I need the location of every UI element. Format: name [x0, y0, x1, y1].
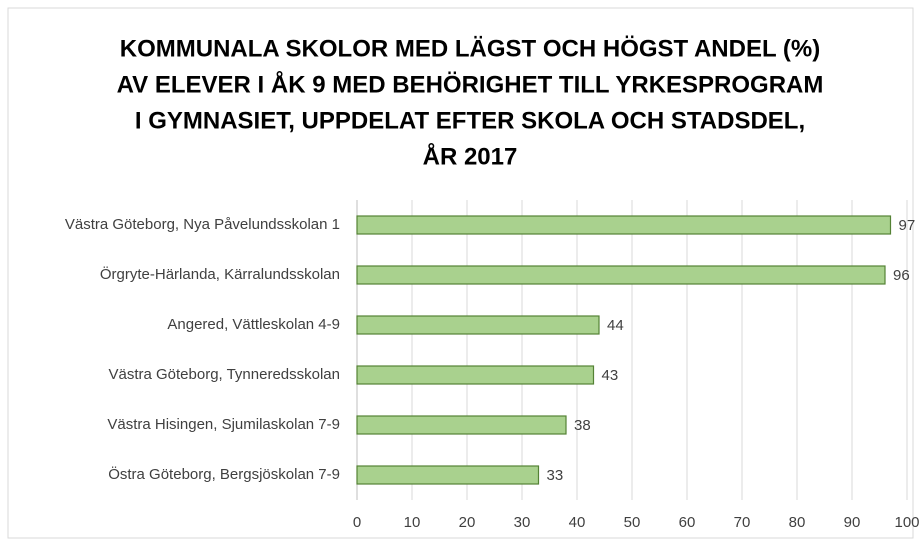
- x-tick-label: 50: [624, 514, 641, 531]
- chart-title: AV ELEVER I ÅK 9 MED BEHÖRIGHET TILL YRK…: [117, 70, 824, 98]
- y-tick-label: Västra Göteborg, Tynneredsskolan: [108, 366, 340, 383]
- x-tick-label: 80: [789, 514, 806, 531]
- value-label: 38: [574, 417, 591, 434]
- y-tick-label: Östra Göteborg, Bergsjöskolan 7-9: [108, 465, 340, 483]
- bar: [356, 465, 540, 485]
- x-tick-label: 90: [844, 514, 861, 531]
- value-label: 97: [899, 217, 916, 234]
- x-tick-label: 70: [734, 514, 751, 531]
- bar: [356, 265, 886, 285]
- y-tick-label: Västra Göteborg, Nya Påvelundsskolan 1: [65, 216, 340, 233]
- x-tick-label: 20: [459, 514, 476, 531]
- x-tick-label: 0: [353, 514, 361, 531]
- bar: [356, 365, 595, 385]
- chart-title: KOMMUNALA SKOLOR MED LÄGST OCH HÖGST AND…: [120, 35, 820, 62]
- y-tick-label: Angered, Vättleskolan 4-9: [167, 316, 340, 333]
- value-label: 96: [893, 267, 910, 284]
- x-tick-label: 60: [679, 514, 696, 531]
- value-label: 43: [602, 367, 619, 384]
- value-label: 33: [547, 467, 564, 484]
- bar: [356, 415, 567, 435]
- y-tick-label: Örgryte-Härlanda, Kärralundsskolan: [100, 265, 340, 283]
- bar: [356, 315, 600, 335]
- chart-title: I GYMNASIET, UPPDELAT EFTER SKOLA OCH ST…: [135, 107, 805, 134]
- x-tick-label: 40: [569, 514, 586, 531]
- bar: [356, 215, 892, 235]
- y-tick-label: Västra Hisingen, Sjumilaskolan 7-9: [107, 416, 340, 433]
- x-tick-label: 10: [404, 514, 421, 531]
- chart-title: ÅR 2017: [423, 142, 518, 170]
- value-label: 44: [607, 317, 624, 334]
- x-tick-label: 30: [514, 514, 531, 531]
- x-tick-label: 100: [894, 514, 919, 531]
